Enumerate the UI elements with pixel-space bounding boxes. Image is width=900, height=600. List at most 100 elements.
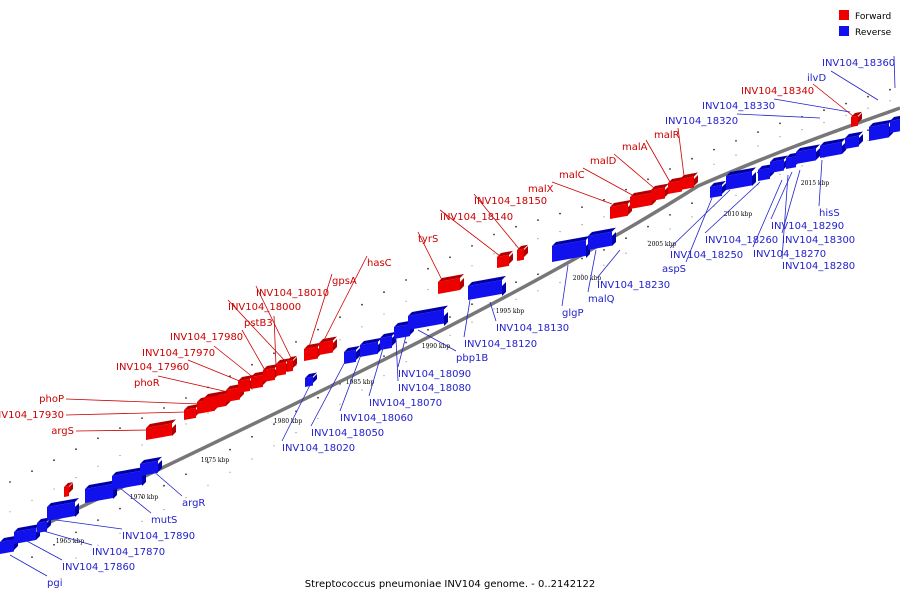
- forward-gene-block[interactable]: [651, 183, 669, 201]
- reverse-gene-label[interactable]: INV104_18070: [369, 398, 442, 409]
- reverse-gene-label[interactable]: INV104_18080: [398, 383, 471, 394]
- guide-dot: [383, 375, 385, 377]
- reverse-gene-label[interactable]: INV104_18270: [753, 249, 826, 260]
- forward-gene-label[interactable]: malD: [590, 156, 617, 167]
- reverse-gene-block[interactable]: [890, 115, 900, 133]
- reverse-gene-block[interactable]: [344, 345, 360, 364]
- kbp-tick-label: 2005 kbp: [648, 241, 677, 248]
- reverse-gene-block[interactable]: [47, 497, 79, 521]
- forward-gene-label[interactable]: INV104_17930: [0, 410, 64, 421]
- reverse-gene-label[interactable]: INV104_18230: [597, 280, 670, 291]
- reverse-gene-leader-line: [669, 189, 731, 249]
- forward-gene-label[interactable]: pstB3: [244, 318, 273, 329]
- forward-gene-label[interactable]: phoP: [39, 394, 64, 405]
- guide-dot: [559, 282, 561, 284]
- forward-gene-label[interactable]: INV104_17980: [170, 332, 243, 343]
- forward-gene-label[interactable]: INV104_18010: [256, 288, 329, 299]
- reverse-gene-label[interactable]: INV104_18050: [311, 428, 384, 439]
- forward-gene-label[interactable]: malX: [528, 184, 554, 195]
- forward-gene-label[interactable]: INV104_17960: [116, 362, 189, 373]
- forward-gene-label[interactable]: malA: [622, 142, 648, 153]
- forward-gene-block[interactable]: [204, 390, 230, 410]
- guide-dot: [801, 165, 803, 167]
- forward-gene-label[interactable]: INV104_18340: [741, 86, 814, 97]
- guide-dot: [75, 531, 77, 534]
- forward-gene-block[interactable]: [610, 199, 632, 219]
- reverse-gene-label[interactable]: INV104_18330: [702, 101, 775, 112]
- reverse-gene-block[interactable]: [468, 275, 506, 300]
- reverse-gene-block[interactable]: [869, 119, 893, 141]
- forward-gene-label[interactable]: INV104_18000: [228, 302, 301, 313]
- reverse-gene-label[interactable]: hisS: [819, 208, 840, 219]
- forward-gene-label[interactable]: INV104_18150: [474, 196, 547, 207]
- reverse-gene-block[interactable]: [726, 167, 756, 190]
- forward-gene-block[interactable]: [851, 111, 862, 127]
- forward-gene-block[interactable]: [146, 419, 176, 440]
- reverse-gene-block[interactable]: [820, 138, 846, 158]
- reverse-gene-block[interactable]: [0, 535, 18, 554]
- reverse-gene-label[interactable]: INV104_18260: [705, 235, 778, 246]
- reverse-gene-block[interactable]: [112, 466, 146, 490]
- forward-gene-label[interactable]: hasC: [367, 258, 392, 269]
- reverse-gene-label[interactable]: ilvD: [807, 73, 826, 84]
- reverse-gene-label[interactable]: pbp1B: [456, 353, 488, 364]
- forward-gene-label[interactable]: INV104_17970: [142, 348, 215, 359]
- reverse-gene-label[interactable]: INV104_18060: [340, 413, 413, 424]
- forward-gene-block[interactable]: [319, 336, 337, 355]
- kbp-tick-label: 2015 kbp: [801, 180, 830, 187]
- forward-gene-block[interactable]: [680, 172, 698, 190]
- reverse-gene-label[interactable]: INV104_18090: [398, 369, 471, 380]
- reverse-gene-block[interactable]: [710, 180, 726, 198]
- forward-gene-block[interactable]: [287, 355, 297, 372]
- forward-gene-label[interactable]: tyrS: [418, 234, 438, 245]
- forward-gene-block[interactable]: [238, 374, 254, 393]
- reverse-gene-label[interactable]: INV104_17870: [92, 547, 165, 558]
- forward-gene-label[interactable]: gpsA: [332, 276, 357, 287]
- reverse-gene-label[interactable]: INV104_18320: [665, 116, 738, 127]
- reverse-gene-label[interactable]: INV104_18130: [496, 323, 569, 334]
- reverse-gene-label[interactable]: aspS: [662, 264, 686, 275]
- reverse-gene-label[interactable]: pgi: [47, 578, 62, 589]
- forward-gene-label[interactable]: malR: [654, 130, 680, 141]
- reverse-gene-label[interactable]: INV104_18250: [670, 250, 743, 261]
- reverse-gene-block[interactable]: [770, 155, 788, 173]
- guide-dot: [493, 253, 495, 255]
- forward-gene-block[interactable]: [184, 403, 200, 420]
- reverse-gene-block[interactable]: [380, 331, 396, 350]
- reverse-gene-block[interactable]: [796, 144, 820, 164]
- kbp-tick-label: 1970 kbp: [130, 494, 159, 501]
- forward-gene-label[interactable]: argS: [51, 426, 74, 437]
- forward-gene-block[interactable]: [630, 189, 656, 209]
- reverse-gene-label[interactable]: INV104_18360: [822, 58, 895, 69]
- reverse-gene-label[interactable]: INV104_17860: [62, 562, 135, 573]
- reverse-gene-label[interactable]: INV104_18290: [771, 221, 844, 232]
- reverse-gene-label[interactable]: malQ: [588, 294, 615, 305]
- reverse-gene-label[interactable]: INV104_18300: [782, 235, 855, 246]
- reverse-gene-label[interactable]: INV104_18120: [464, 339, 537, 350]
- reverse-gene-label[interactable]: argR: [182, 498, 205, 509]
- reverse-gene-label[interactable]: mutS: [151, 515, 177, 526]
- reverse-gene-block[interactable]: [14, 524, 40, 544]
- reverse-gene-block[interactable]: [552, 235, 590, 262]
- forward-gene-block[interactable]: [276, 358, 290, 376]
- reverse-gene-block[interactable]: [140, 456, 162, 476]
- forward-gene-block[interactable]: [517, 244, 528, 261]
- reverse-gene-block[interactable]: [845, 131, 863, 149]
- forward-gene-label[interactable]: malC: [559, 170, 585, 181]
- reverse-gene-block[interactable]: [588, 227, 616, 250]
- reverse-gene-block[interactable]: [408, 305, 448, 330]
- reverse-gene-label[interactable]: INV104_18020: [282, 443, 355, 454]
- reverse-gene-block[interactable]: [85, 479, 117, 503]
- forward-gene-block[interactable]: [64, 482, 73, 497]
- forward-gene-block[interactable]: [438, 274, 464, 294]
- reverse-gene-block[interactable]: [305, 372, 317, 387]
- reverse-gene-block[interactable]: [360, 337, 382, 357]
- guide-dot: [229, 448, 231, 451]
- forward-gene-label[interactable]: INV104_18140: [440, 212, 513, 223]
- reverse-gene-label[interactable]: INV104_17890: [122, 531, 195, 542]
- reverse-gene-label[interactable]: glgP: [562, 308, 584, 319]
- guide-dot: [691, 157, 693, 160]
- reverse-gene-label[interactable]: INV104_18280: [782, 261, 855, 272]
- forward-gene-block[interactable]: [497, 250, 513, 268]
- forward-gene-label[interactable]: phoR: [134, 378, 160, 389]
